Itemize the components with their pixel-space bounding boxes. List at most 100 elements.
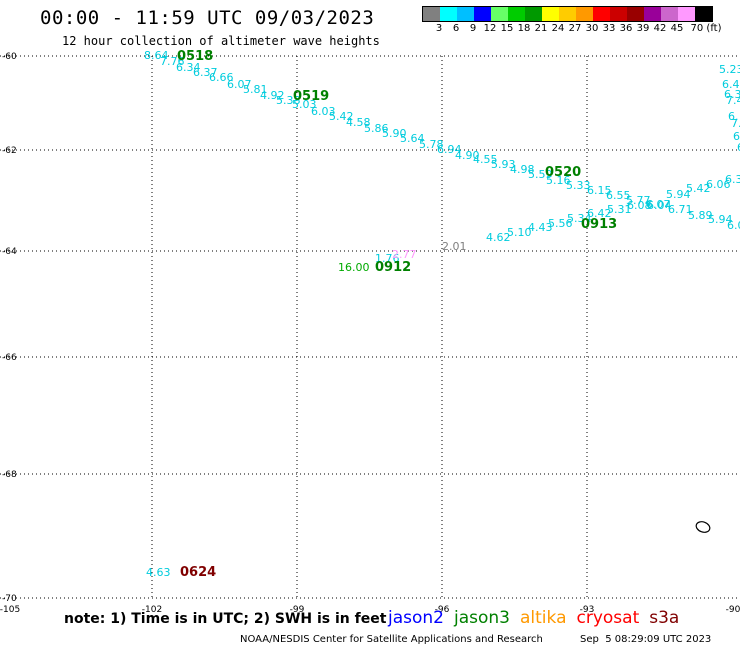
swh-value: 6.55	[606, 189, 631, 202]
legend-swatch	[491, 7, 508, 21]
swh-value: 6.07	[646, 198, 671, 211]
color-legend: 3 6 9 12 15 18 21 24 27 30 33 36 39 42 45 70 (ft)	[422, 6, 722, 34]
legend-swatch	[678, 7, 695, 21]
swh-value: 5.03	[292, 98, 317, 111]
pass-label: 0520	[545, 165, 581, 180]
legend-swatch	[695, 7, 712, 21]
swh-value: 6.03	[311, 105, 336, 118]
pass-label: 0518	[177, 49, 213, 64]
legend-label: 42	[653, 23, 667, 34]
swh-value: 6.37	[193, 66, 218, 79]
swh-value: 6.4	[722, 78, 740, 91]
swh-value: 6.	[733, 130, 740, 143]
legend-label: 21	[534, 23, 548, 34]
satellite-name: cryosat	[576, 608, 640, 628]
swh-value: 6.07	[227, 78, 252, 91]
swh-value: 5.86	[364, 122, 389, 135]
swh-value: 4.98	[510, 163, 535, 176]
swh-value: 4.62	[486, 231, 511, 244]
legend-label: 12	[483, 23, 497, 34]
legend-labels: 3 6 9 12 15 18 21 24 27 30 33 36 39 42 45 70 (ft)	[422, 22, 722, 34]
swh-value: 4.55	[473, 153, 498, 166]
legend-label: 30	[585, 23, 599, 34]
swh-value: 6.0	[727, 219, 740, 232]
lon-label: -93	[580, 605, 595, 615]
pass-label: 0912	[375, 260, 411, 275]
legend-swatch	[576, 7, 593, 21]
legend-swatch	[423, 7, 440, 21]
swh-value: 8.64	[144, 49, 169, 62]
swh-value: 6.04	[647, 199, 672, 212]
legend-label: 70 (ft)	[690, 23, 722, 34]
map-title: 00:00 - 11:59 UTC 09/03/2023	[40, 7, 375, 29]
swh-value: 5.34	[567, 212, 592, 225]
swh-value: 6.	[728, 110, 739, 123]
swh-value: 1.76	[375, 252, 400, 265]
legend-label: 24	[551, 23, 565, 34]
legend-color-bar	[422, 6, 713, 22]
lon-label: -99	[290, 605, 305, 615]
swh-value: 5.78	[419, 138, 444, 151]
legend-swatch	[661, 7, 678, 21]
pass-label: 0519	[293, 89, 329, 104]
lat-label: -70	[2, 594, 17, 604]
credit-text: NOAA/NESDIS Center for Satellite Applica…	[240, 634, 543, 645]
legend-swatch	[525, 7, 542, 21]
legend-swatch	[593, 7, 610, 21]
swh-value: 6.94	[437, 143, 462, 156]
swh-value: 4.58	[346, 116, 371, 129]
swh-value: 4.90	[455, 149, 480, 162]
swh-value: 6.15	[587, 184, 612, 197]
pass-label: 0913	[581, 217, 617, 232]
satellite-legend: jason2 jason3 altika cryosat s3a	[388, 608, 689, 628]
swh-value: 5.10	[507, 226, 532, 239]
swh-value: 5.94	[666, 188, 691, 201]
swh-value: 5.77	[626, 194, 651, 207]
legend-swatch	[508, 7, 525, 21]
lat-label: -64	[2, 247, 17, 257]
lon-label: -90	[726, 605, 740, 615]
satellite-name: s3a	[649, 608, 680, 628]
map-subtitle: 12 hour collection of altimeter wave hei…	[62, 34, 380, 48]
swh-value: 4.92	[260, 89, 285, 102]
swh-value: 5.90	[382, 127, 407, 140]
legend-swatch	[559, 7, 576, 21]
legend-label: 3	[435, 23, 443, 34]
swh-value: 5.33	[566, 179, 591, 192]
swh-value: 7.76	[160, 55, 185, 68]
satellite-name: jason3	[454, 608, 510, 628]
swh-value: 5.42	[329, 110, 354, 123]
swh-value: 7.4	[726, 94, 740, 107]
swh-value: 5.23	[719, 63, 740, 76]
note-text: note: 1) Time is in UTC; 2) SWH is in fe…	[64, 611, 387, 627]
lat-label: -60	[2, 52, 17, 62]
swh-value: 5.56	[548, 217, 573, 230]
swh-value: 5.16	[546, 174, 571, 187]
satellite-name: altika	[520, 608, 567, 628]
lat-label: -66	[2, 353, 17, 363]
timestamp-text: Sep 5 08:29:09 UTC 2023	[580, 634, 712, 645]
lat-label: -68	[2, 470, 17, 480]
swh-value: 4.63	[146, 566, 171, 579]
legend-swatch	[457, 7, 474, 21]
pass-labels: 0518 0519 0520 0913 0912 0624	[177, 49, 617, 580]
swh-value: 6.08	[627, 199, 652, 212]
swh-value: 6.66	[209, 71, 234, 84]
pass-label: 0624	[180, 565, 216, 580]
swh-value: 2.77	[392, 248, 417, 261]
swh-value: 5.93	[491, 158, 516, 171]
legend-swatch	[542, 7, 559, 21]
swh-value: 2.01	[442, 240, 467, 253]
lon-label: -96	[435, 605, 450, 615]
legend-swatch	[644, 7, 661, 21]
swh-value: 5.89	[688, 209, 713, 222]
swh-value: 5.31	[607, 203, 632, 216]
swh-value: 6.34	[176, 61, 201, 74]
legend-swatch	[440, 7, 457, 21]
legend-label: 27	[568, 23, 582, 34]
lon-label: -105	[0, 605, 20, 615]
swh-value: 4.43	[528, 221, 553, 234]
lon-label: -102	[142, 605, 162, 615]
swh-value: 6.06	[706, 178, 731, 191]
